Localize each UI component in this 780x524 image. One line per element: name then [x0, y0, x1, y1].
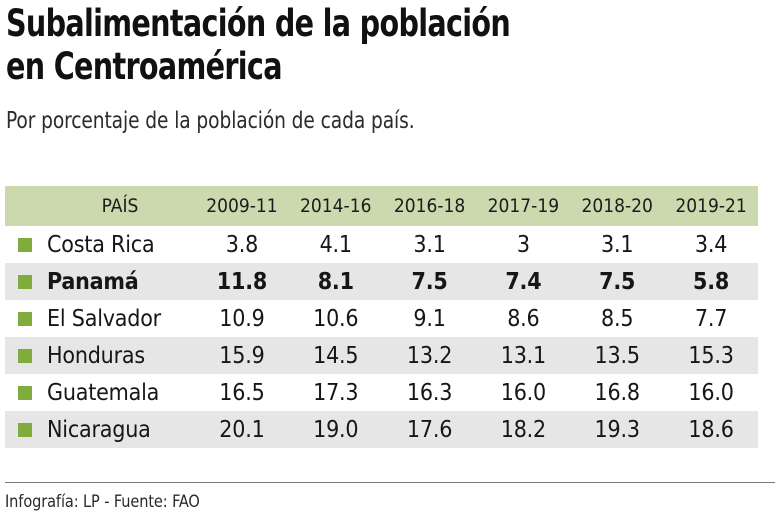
- table-body: Costa Rica 3.8 4.1 3.1 3 3.1 3.4 Panamá …: [5, 226, 758, 448]
- green-square-icon: [18, 386, 32, 400]
- value-2019-21: 7.7: [694, 305, 728, 332]
- column-header-2016-18: 2016-18: [393, 195, 466, 217]
- header-bullet-spacer: [5, 186, 45, 226]
- value-2017-19: 8.6: [507, 305, 540, 332]
- value-2016-18: 3.1: [413, 231, 446, 258]
- table-row: Panamá 11.8 8.1 7.5 7.4 7.5 5.8: [5, 263, 758, 300]
- row-bullet-cell: [5, 411, 45, 448]
- row-bullet-cell: [5, 337, 45, 374]
- column-header-2017-19: 2017-19: [487, 195, 560, 217]
- value-2009-11: 10.9: [219, 305, 265, 332]
- value-2019-21: 18.6: [688, 416, 734, 443]
- value-2009-11: 3.8: [225, 231, 259, 258]
- value-2018-20: 8.5: [601, 305, 634, 332]
- country-name: Nicaragua: [47, 416, 151, 443]
- page-title: Subalimentación de la población en Centr…: [6, 2, 511, 88]
- column-header-country: PAÍS: [101, 195, 139, 217]
- value-2014-16: 19.0: [313, 416, 359, 443]
- column-header-2018-20: 2018-20: [581, 195, 653, 217]
- footer-credit: Infografía: LP - Fuente: FAO: [5, 492, 200, 512]
- row-bullet-cell: [5, 263, 45, 300]
- value-2018-20: 3.1: [601, 231, 634, 258]
- footer: Infografía: LP - Fuente: FAO: [5, 482, 775, 512]
- country-name: Honduras: [47, 342, 145, 369]
- value-2014-16: 8.1: [317, 268, 354, 295]
- data-table-container: PAÍS 2009-11 2014-16 2016-18 2017-19 201…: [5, 186, 758, 448]
- table-row: El Salvador 10.9 10.6 9.1 8.6 8.5 7.7: [5, 300, 758, 337]
- country-name: Panamá: [47, 268, 139, 295]
- column-header-2019-21: 2019-21: [675, 195, 747, 217]
- green-square-icon: [18, 312, 32, 326]
- table-header-row: PAÍS 2009-11 2014-16 2016-18 2017-19 201…: [5, 186, 758, 226]
- value-2009-11: 20.1: [219, 416, 265, 443]
- value-2009-11: 15.9: [219, 342, 265, 369]
- table-row: Guatemala 16.5 17.3 16.3 16.0 16.8 16.0: [5, 374, 758, 411]
- value-2016-18: 7.5: [411, 268, 448, 295]
- value-2009-11: 16.5: [219, 379, 265, 406]
- country-name: Guatemala: [47, 379, 160, 406]
- value-2017-19: 18.2: [500, 416, 546, 443]
- column-header-2014-16: 2014-16: [300, 195, 372, 217]
- value-2016-18: 13.2: [406, 342, 453, 369]
- green-square-icon: [18, 349, 32, 363]
- value-2016-18: 17.6: [406, 416, 453, 443]
- country-name: El Salvador: [47, 305, 161, 332]
- value-2016-18: 9.1: [413, 305, 446, 332]
- green-square-icon: [18, 275, 32, 289]
- value-2019-21: 3.4: [694, 231, 728, 258]
- green-square-icon: [18, 238, 32, 252]
- value-2014-16: 17.3: [313, 379, 359, 406]
- page-subtitle: Por porcentaje de la población de cada p…: [6, 108, 415, 134]
- row-bullet-cell: [5, 374, 45, 411]
- value-2018-20: 16.8: [594, 379, 640, 406]
- table-head: PAÍS 2009-11 2014-16 2016-18 2017-19 201…: [5, 186, 758, 226]
- value-2009-11: 11.8: [216, 268, 268, 295]
- title-block: Subalimentación de la población en Centr…: [5, 0, 775, 134]
- country-name: Costa Rica: [47, 231, 155, 258]
- table-row: Nicaragua 20.1 19.0 17.6 18.2 19.3 18.6: [5, 411, 758, 448]
- value-2016-18: 16.3: [406, 379, 453, 406]
- undernourishment-table: PAÍS 2009-11 2014-16 2016-18 2017-19 201…: [5, 186, 758, 448]
- value-2019-21: 5.8: [693, 268, 730, 295]
- value-2018-20: 7.5: [599, 268, 636, 295]
- column-header-2009-11: 2009-11: [206, 195, 278, 217]
- value-2014-16: 4.1: [319, 231, 352, 258]
- row-bullet-cell: [5, 300, 45, 337]
- value-2017-19: 13.1: [500, 342, 546, 369]
- value-2018-20: 19.3: [594, 416, 640, 443]
- value-2018-20: 13.5: [594, 342, 640, 369]
- table-row: Honduras 15.9 14.5 13.2 13.1 13.5 15.3: [5, 337, 758, 374]
- row-bullet-cell: [5, 226, 45, 263]
- footer-divider: [5, 482, 775, 483]
- value-2017-19: 7.4: [505, 268, 542, 295]
- table-row: Costa Rica 3.8 4.1 3.1 3 3.1 3.4: [5, 226, 758, 263]
- green-square-icon: [18, 423, 32, 437]
- value-2019-21: 15.3: [688, 342, 734, 369]
- value-2014-16: 10.6: [313, 305, 359, 332]
- value-2017-19: 16.0: [500, 379, 546, 406]
- value-2017-19: 3: [516, 231, 530, 258]
- value-2019-21: 16.0: [688, 379, 734, 406]
- value-2014-16: 14.5: [313, 342, 359, 369]
